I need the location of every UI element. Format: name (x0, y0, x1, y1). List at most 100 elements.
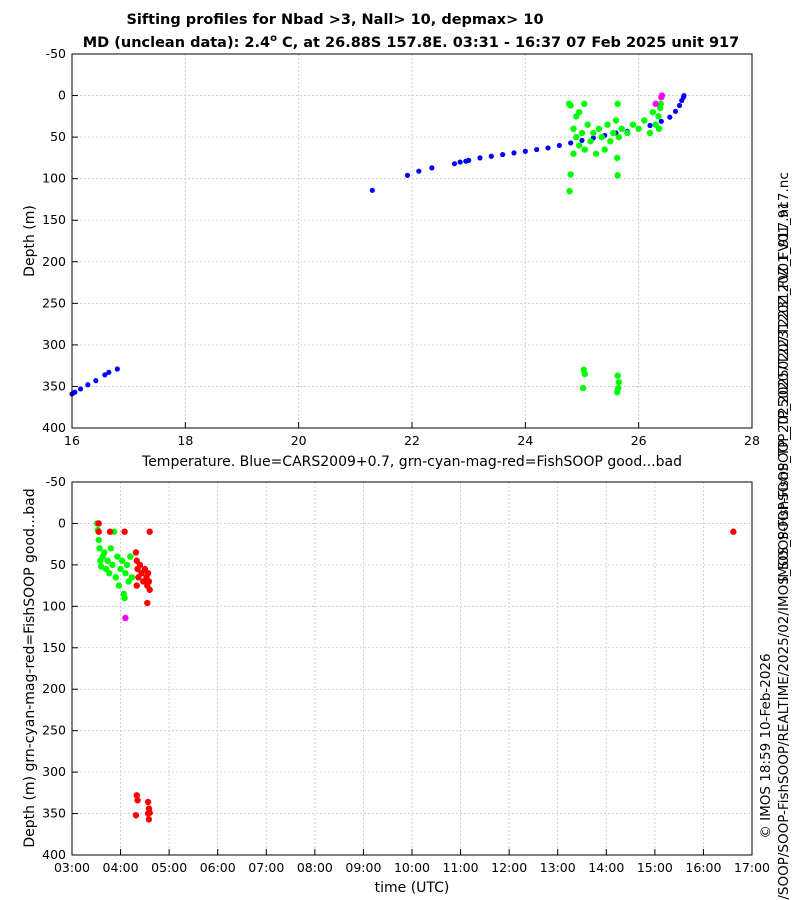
bottom-data-points (93, 520, 737, 823)
bottom-red-point (133, 582, 140, 589)
bottom-green-point (127, 553, 134, 560)
bottom-green-point (106, 569, 113, 577)
bottom-y-tick-label: 200 (42, 681, 66, 696)
top-green-point (570, 125, 577, 132)
top-magenta-point (652, 100, 659, 108)
bottom-green-point (109, 561, 116, 569)
top-blue-point (451, 161, 458, 167)
top-blue-point (114, 366, 120, 372)
top-green-point (592, 150, 600, 157)
top-green-point (570, 150, 577, 157)
bottom-x-tick-label: 08:00 (297, 860, 333, 875)
top-blue-point (404, 172, 411, 178)
bottom-red-point (146, 586, 153, 593)
bottom-y-tick-label: 350 (42, 806, 66, 821)
top-green-point (614, 372, 621, 379)
top-green-point (646, 129, 654, 137)
top-blue-point (77, 386, 84, 392)
bottom-y-axis-label: Depth (m) grn-cyan-mag-red=FishSOOP good… (22, 488, 38, 847)
bottom-x-tick-label: 15:00 (637, 860, 673, 875)
top-blue-point (102, 372, 108, 378)
top-axis-ticks: 16 18 20 22 24 26 28 -50 0 50 100 150 200 250 300 350 40… (42, 46, 760, 448)
top-green-point (649, 108, 657, 116)
side-path-label: IMOS/SOOP/SOOP-FishSOOP/REALTIME/2025/02… (776, 202, 792, 900)
top-blue-point (466, 157, 472, 163)
top-green-point (614, 172, 621, 179)
top-green-point (575, 108, 583, 116)
top-blue-point (488, 153, 494, 159)
bottom-red-point (144, 569, 152, 577)
title-suffix: C, at 26.88S 157.8E. 03:31 - 16:37 07 Fe… (277, 35, 739, 51)
bottom-y-tick-label: 250 (42, 723, 66, 738)
top-y-tick-label: 50 (50, 129, 66, 144)
top-x-tick-label: 18 (177, 433, 193, 448)
side-filename-label: IMOS_SOOP-FishSOOP_TP_20250207T223120Z_F… (776, 172, 792, 582)
bottom-magenta-point (122, 614, 129, 622)
top-x-tick-label: 26 (631, 433, 647, 448)
top-blue-point (568, 140, 574, 146)
top-y-tick-label: 350 (42, 378, 66, 393)
top-green-point (566, 187, 573, 195)
top-magenta-point (658, 92, 666, 99)
top-blue-point (416, 168, 422, 174)
top-green-point (573, 133, 580, 141)
bottom-green-point (118, 557, 126, 564)
top-y-tick-label: 200 (42, 254, 66, 269)
top-green-point (579, 384, 587, 392)
top-x-tick-label: 16 (64, 433, 80, 448)
top-green-point (629, 121, 637, 128)
top-green-point (587, 138, 594, 145)
top-blue-point (681, 92, 687, 99)
bottom-red-point (132, 549, 140, 556)
bottom-green-point (115, 582, 123, 589)
bottom-red-point (132, 812, 140, 819)
top-blue-point (672, 108, 679, 114)
bottom-green-point (122, 569, 129, 577)
top-blue-point (579, 137, 585, 144)
top-green-point (613, 154, 621, 162)
top-green-point (598, 133, 606, 141)
top-green-point (604, 121, 611, 128)
top-blue-point (667, 114, 673, 120)
top-green-point (581, 370, 589, 378)
bottom-x-tick-label: 04:00 (103, 860, 139, 875)
bottom-green-point (107, 545, 115, 552)
bottom-x-tick-label: 03:00 (54, 860, 90, 875)
top-blue-point (556, 142, 562, 149)
bottom-x-tick-label: 10:00 (394, 860, 430, 875)
top-y-tick-label: 150 (42, 212, 66, 227)
top-blue-point (106, 369, 112, 375)
top-blue-point (647, 122, 653, 129)
top-green-point (607, 138, 614, 145)
top-y-tick-label: 100 (42, 171, 66, 186)
bottom-green-point (95, 536, 102, 544)
bottom-y-tick-label: 400 (42, 847, 66, 862)
top-blue-point (658, 118, 664, 124)
top-y-tick-label: 400 (42, 420, 66, 435)
chart-title-line1: Sifting profiles for Nbad >3, Nall> 10, … (126, 12, 543, 28)
bottom-x-axis-label: time (UTC) (375, 880, 450, 896)
bottom-green-point (104, 557, 111, 564)
top-green-point (655, 125, 663, 132)
bottom-green-point (117, 565, 124, 573)
top-green-point (590, 129, 597, 137)
bottom-green-point (96, 545, 103, 552)
top-y-tick-label: 300 (42, 337, 66, 352)
top-y-tick-label: 0 (58, 88, 66, 103)
top-green-point (567, 102, 574, 109)
top-x-tick-label: 28 (744, 433, 760, 448)
bottom-red-point (146, 528, 153, 535)
top-green-point (614, 100, 621, 108)
bottom-y-tick-label: -50 (46, 474, 66, 489)
top-green-point (655, 113, 662, 120)
bottom-red-point (134, 797, 141, 804)
top-green-point (613, 389, 621, 396)
top-y-tick-label: -50 (46, 46, 66, 61)
bottom-x-tick-label: 05:00 (151, 860, 187, 875)
top-green-point (615, 133, 623, 141)
bottom-red-point (95, 528, 102, 535)
bottom-green-point (123, 561, 131, 569)
top-x-tick-label: 20 (291, 433, 307, 448)
title-prefix: MD (unclean data): 2.4 (83, 35, 270, 51)
bottom-x-tick-label: 14:00 (588, 860, 624, 875)
